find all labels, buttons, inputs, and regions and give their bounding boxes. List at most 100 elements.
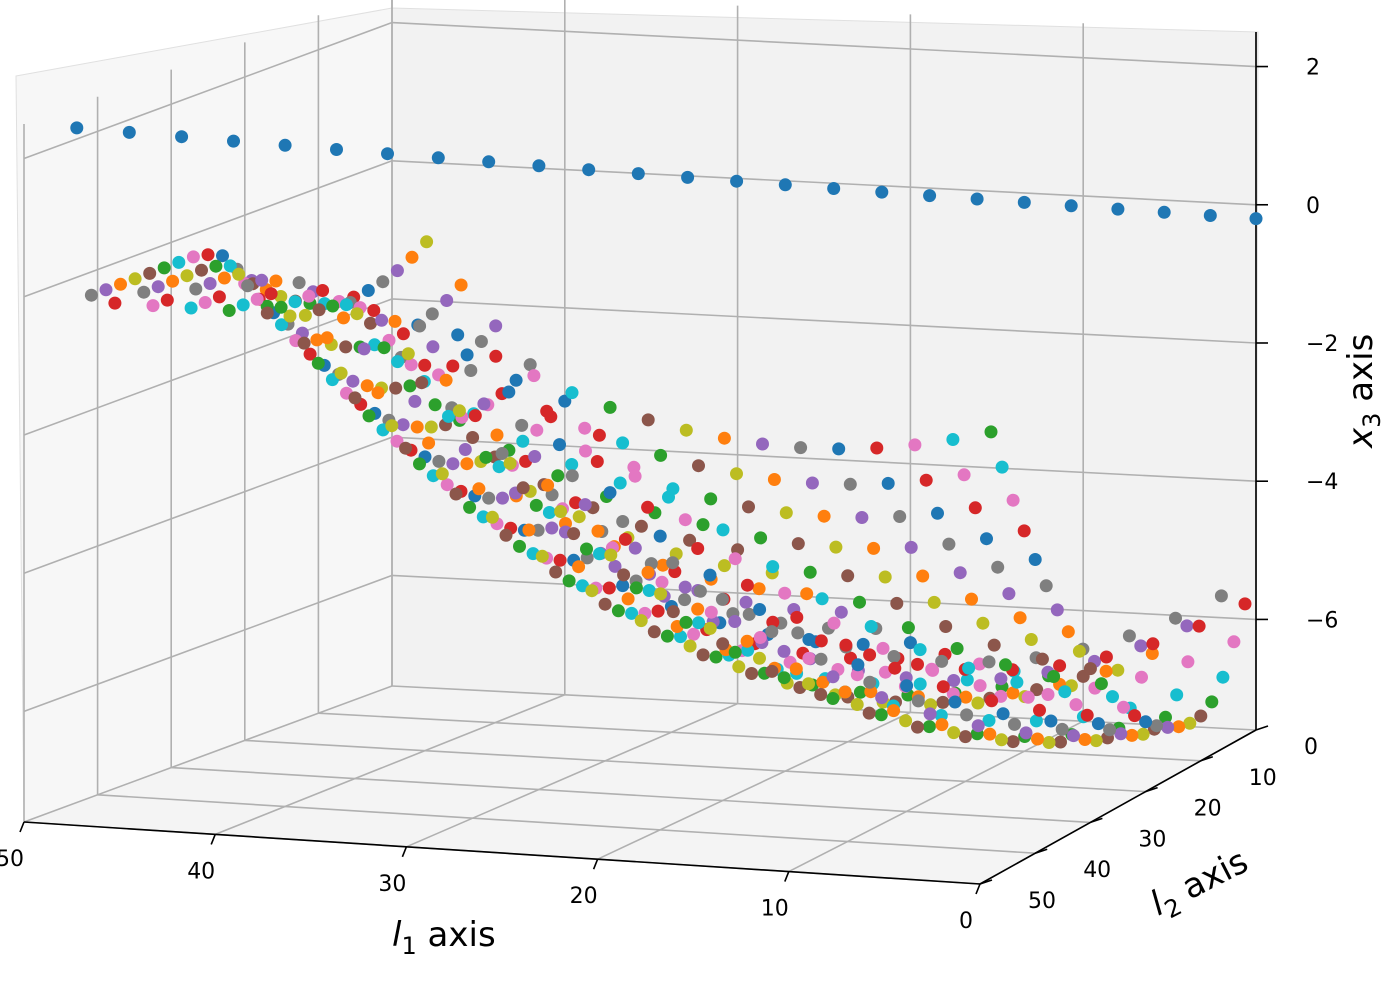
data-point	[753, 631, 767, 644]
data-point	[863, 675, 877, 689]
data-point	[1028, 553, 1042, 566]
data-point	[901, 621, 915, 635]
data-point	[479, 450, 493, 464]
y-tick-mark	[1090, 817, 1103, 824]
data-point	[198, 296, 212, 309]
data-point	[1227, 635, 1241, 649]
floor-grid-l2	[318, 712, 1201, 762]
data-point	[613, 476, 627, 490]
data-point	[911, 657, 924, 671]
x-axis-label-base: l	[392, 915, 402, 955]
data-point	[1103, 723, 1117, 737]
data-point	[791, 537, 805, 551]
data-point	[730, 467, 743, 481]
data-point	[1117, 700, 1130, 714]
data-point	[396, 327, 410, 341]
data-point	[482, 491, 496, 505]
data-point	[1024, 633, 1038, 646]
data-point	[826, 670, 840, 684]
data-point	[490, 428, 504, 442]
data-point	[495, 447, 509, 460]
data-point	[946, 433, 960, 446]
data-point	[476, 510, 490, 524]
data-point	[789, 662, 803, 676]
data-point	[446, 359, 460, 373]
data-point	[297, 336, 311, 350]
data-point	[1019, 726, 1033, 740]
data-point	[980, 532, 993, 546]
data-point	[641, 565, 655, 579]
data-point	[922, 720, 936, 734]
data-point	[802, 633, 816, 646]
data-point	[815, 592, 829, 606]
y-tick-label: 30	[1138, 827, 1166, 852]
data-point	[582, 163, 596, 177]
data-point	[693, 584, 707, 598]
data-point	[222, 304, 236, 317]
y-tick-label: 0	[1304, 735, 1318, 760]
data-point	[565, 386, 579, 400]
data-point	[666, 605, 680, 619]
x-tick-label: 20	[570, 884, 598, 909]
data-point	[541, 478, 555, 492]
data-point	[567, 527, 581, 541]
data-point	[973, 679, 987, 693]
data-point	[947, 674, 961, 687]
data-point	[565, 458, 579, 471]
data-point	[660, 629, 674, 643]
data-point	[957, 468, 971, 482]
data-point	[634, 614, 648, 628]
data-point	[1042, 736, 1056, 749]
data-point	[70, 121, 84, 135]
z-tick-label: 0	[1306, 194, 1320, 219]
data-point	[604, 548, 618, 562]
data-point	[303, 347, 317, 361]
data-point	[679, 615, 693, 629]
data-point	[553, 438, 566, 452]
data-point	[1072, 644, 1086, 658]
data-point	[681, 170, 695, 184]
data-point	[1069, 698, 1083, 712]
data-point	[683, 533, 697, 547]
data-point	[765, 664, 779, 678]
data-point	[482, 155, 496, 169]
data-point	[850, 698, 864, 711]
data-point	[867, 541, 881, 555]
data-point	[523, 358, 537, 372]
data-point	[870, 441, 884, 455]
data-point	[666, 482, 680, 496]
data-point	[1169, 611, 1182, 625]
data-point	[739, 595, 753, 609]
data-point	[717, 431, 731, 445]
data-point	[876, 641, 890, 655]
x-tick-label: 10	[761, 897, 789, 922]
data-point	[618, 532, 632, 546]
data-point	[334, 366, 348, 380]
data-point	[908, 438, 922, 452]
data-point	[452, 404, 466, 418]
data-point	[903, 636, 917, 650]
data-point	[255, 273, 269, 287]
data-point	[887, 704, 901, 718]
data-point	[212, 290, 226, 304]
data-point	[935, 654, 949, 668]
data-point	[674, 630, 687, 644]
data-point	[389, 381, 403, 395]
data-point	[339, 340, 353, 354]
data-point	[367, 304, 381, 317]
data-point	[919, 473, 933, 487]
data-point	[704, 605, 718, 619]
data-point	[472, 482, 486, 496]
data-point	[841, 569, 855, 583]
data-point	[522, 523, 536, 537]
data-point	[716, 523, 730, 537]
data-point	[403, 379, 417, 393]
data-point	[608, 559, 622, 573]
data-point	[466, 431, 480, 444]
data-point	[778, 178, 792, 192]
data-point	[503, 456, 517, 470]
data-point	[509, 373, 523, 387]
data-point	[460, 348, 474, 362]
data-point	[703, 621, 717, 635]
